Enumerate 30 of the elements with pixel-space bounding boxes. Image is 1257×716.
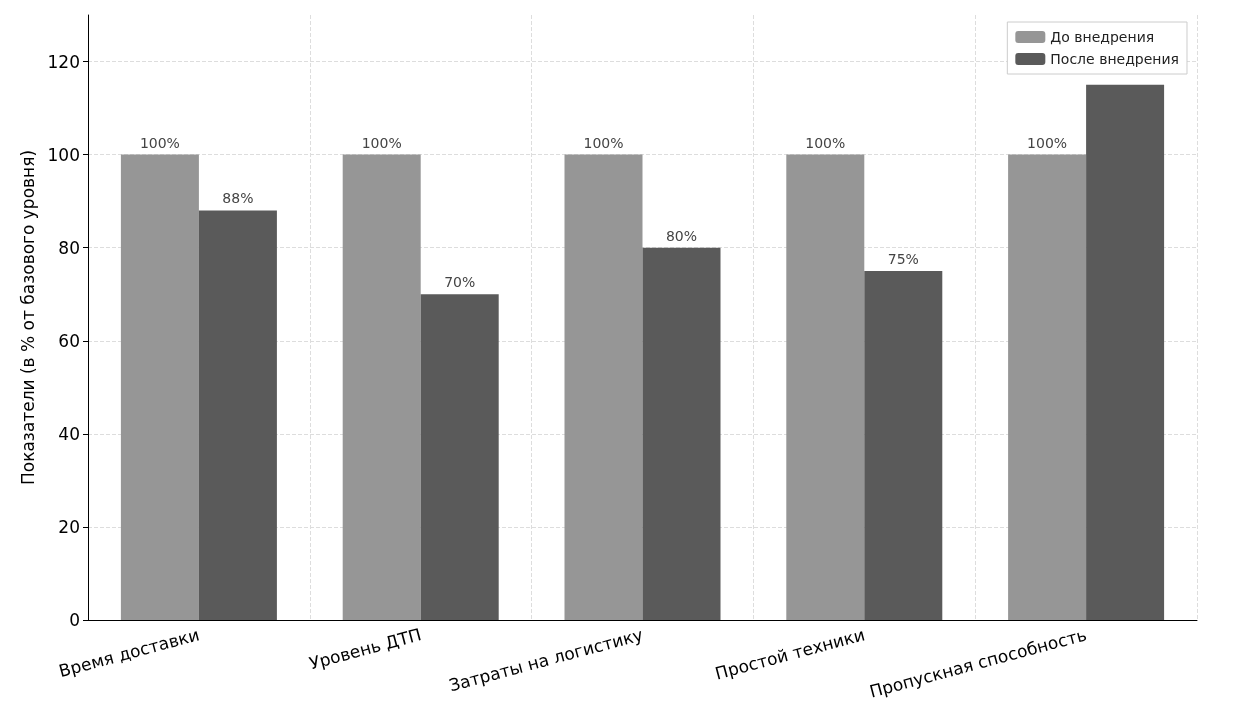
bar [420, 294, 499, 620]
y-axis-title: Показатели (в % от базового уровня) [17, 149, 38, 486]
legend-label: После внедрения [1050, 51, 1180, 67]
data-label: 80% [665, 227, 698, 244]
bar [864, 270, 943, 620]
legend-label: До внедрения [1050, 29, 1155, 45]
bar [786, 154, 865, 620]
bar [120, 154, 199, 620]
bar [1008, 154, 1087, 620]
data-label: 100% [583, 134, 624, 151]
y-tick-label: 40 [58, 423, 80, 444]
data-label: 70% [444, 274, 476, 291]
data-label: 100% [139, 134, 180, 151]
bar [342, 154, 421, 620]
y-tick-label: 100 [47, 144, 80, 165]
data-label: 100% [1027, 134, 1068, 151]
data-label: 75% [887, 250, 919, 267]
bar [198, 210, 277, 620]
y-tick-label: 60 [58, 330, 80, 351]
bar [1086, 84, 1165, 620]
data-label: 100% [361, 134, 402, 151]
data-label: 100% [805, 134, 846, 151]
bar [564, 154, 643, 620]
y-tick-label: 20 [58, 516, 80, 537]
x-tick-label: Уровень ДТП [307, 624, 424, 674]
bar [642, 247, 721, 620]
y-tick-label: 120 [47, 51, 80, 72]
y-tick-label: 80 [58, 237, 80, 258]
data-label: 88% [222, 190, 254, 207]
y-tick-label: 0 [69, 610, 80, 630]
